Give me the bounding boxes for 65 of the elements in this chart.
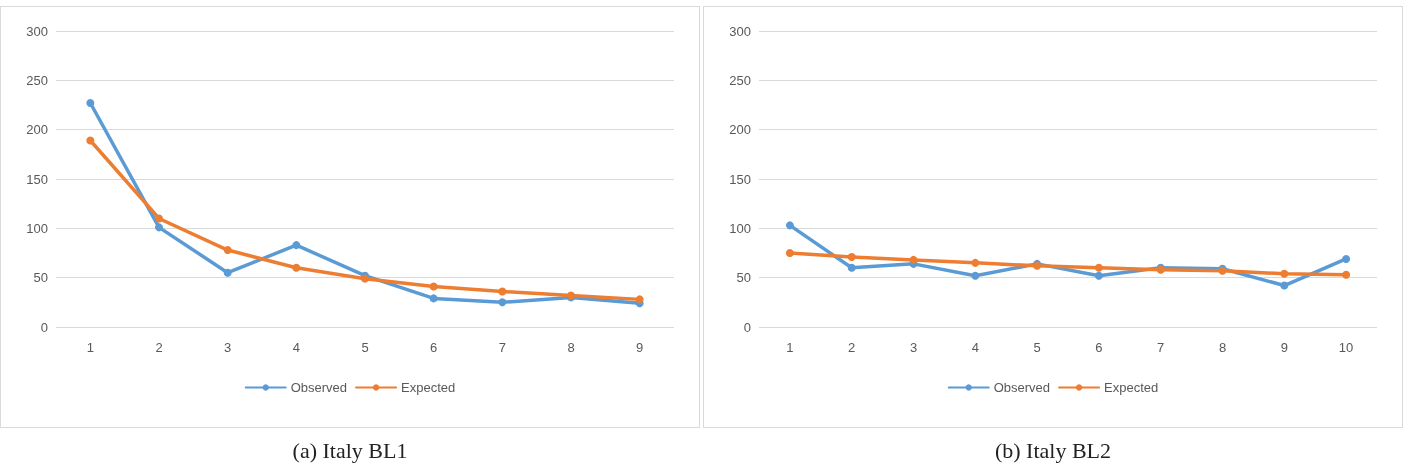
y-tick-label: 250	[729, 72, 751, 88]
text: (b) Italy BL2	[993, 438, 1113, 464]
point	[498, 298, 507, 307]
x-tick-label: 6	[1095, 340, 1103, 355]
y-tick-label: 300	[729, 23, 751, 39]
legend-label: Expected	[1104, 380, 1159, 395]
x-tick-label: 7	[1157, 340, 1165, 355]
x-tick-label: 2	[155, 340, 163, 355]
x-tick-label: 5	[361, 340, 369, 355]
point	[1342, 270, 1351, 279]
point	[223, 246, 232, 255]
x-tick-label: 2	[848, 340, 856, 355]
y-tick-label: 0	[743, 319, 751, 335]
point	[971, 271, 980, 280]
x-tick-label: 10	[1338, 340, 1354, 355]
legend-label: Expected	[401, 380, 456, 395]
point	[1342, 254, 1351, 263]
x-tick-label: 4	[292, 340, 300, 355]
y-tick-label: 50	[33, 270, 48, 286]
y-tick-label: 200	[26, 122, 48, 138]
legend-label: Observed	[290, 380, 348, 395]
x-tick-label: 1	[786, 340, 794, 355]
point	[429, 294, 438, 303]
y-tick-label: 250	[26, 72, 48, 88]
x-tick-label: 9	[1280, 340, 1288, 355]
y-tick-label: 0	[40, 319, 48, 335]
x-tick-label: 5	[1033, 340, 1041, 355]
y-tick-label: 300	[26, 23, 48, 39]
point	[847, 263, 856, 272]
y-tick-label: 50	[736, 270, 751, 286]
y-tick-label: 200	[729, 122, 751, 138]
y-tick-label: 100	[26, 220, 48, 236]
x-tick-label: 8	[1218, 340, 1227, 355]
x-tick-label: 4	[971, 340, 979, 355]
point	[635, 295, 644, 304]
y-tick-label: 150	[26, 171, 48, 187]
legend-label: Observed	[993, 380, 1051, 395]
x-tick-label: 9	[636, 340, 644, 355]
point	[785, 249, 794, 257]
text: (a) Italy BL1	[291, 438, 409, 464]
point	[971, 258, 980, 267]
point	[429, 282, 438, 291]
y-tick-label: 150	[729, 171, 751, 187]
x-tick-label: 3	[909, 340, 918, 355]
point	[1094, 263, 1103, 272]
point	[909, 255, 918, 264]
point	[86, 136, 95, 145]
point	[847, 252, 856, 261]
x-tick-label: 1	[86, 340, 94, 355]
point	[86, 99, 95, 108]
point	[1094, 271, 1103, 280]
point	[785, 221, 794, 230]
point	[155, 223, 163, 232]
x-tick-label: 3	[224, 340, 232, 355]
x-tick-label: 7	[498, 340, 506, 355]
point	[498, 287, 507, 296]
x-tick-label: 8	[567, 340, 575, 355]
point	[292, 241, 301, 250]
point	[1280, 281, 1289, 290]
point	[1280, 269, 1289, 278]
y-tick-label: 100	[729, 220, 751, 236]
x-tick-label: 6	[430, 340, 438, 355]
point	[155, 214, 163, 223]
point	[292, 263, 301, 272]
point	[223, 268, 232, 277]
